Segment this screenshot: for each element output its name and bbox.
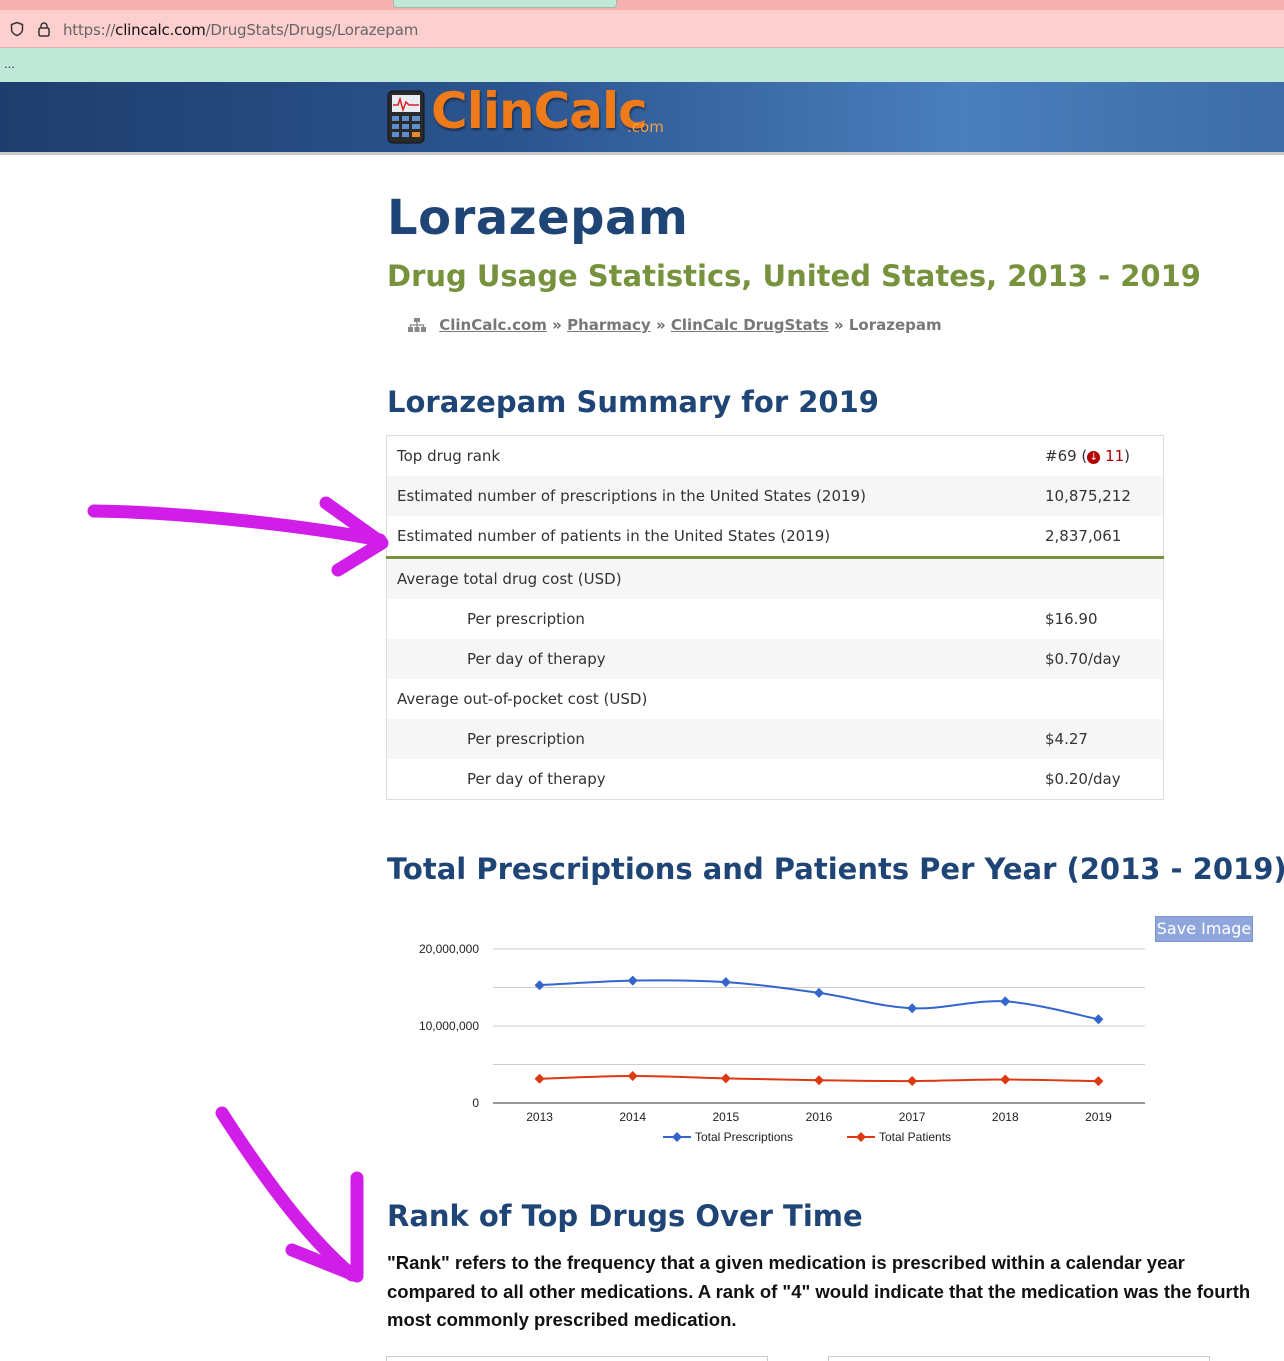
breadcrumb-link-drugstats[interactable]: ClinCalc DrugStats (670, 316, 829, 334)
data-point (627, 1071, 638, 1082)
rank-value: #69 (↓ 11) (1045, 447, 1131, 465)
bookmarks-bar: ... (0, 48, 1284, 82)
legend-label: Total Patients (879, 1130, 951, 1144)
row-label: Per prescription (467, 730, 585, 748)
x-tick-label: 2016 (806, 1110, 833, 1124)
url-text[interactable]: https://clincalc.com/DrugStats/Drugs/Lor… (63, 21, 419, 39)
summary-row-rank: Top drug rank #69 (↓ 11) (387, 436, 1164, 477)
rank-heading: Rank of Top Drugs Over Time (387, 1199, 863, 1233)
summary-row-oop-per-rx: Per prescription $4.27 (386, 719, 1164, 759)
row-label: Average out-of-pocket cost (USD) (397, 690, 648, 708)
x-tick-label: 2018 (992, 1110, 1019, 1124)
series-line (539, 979, 1099, 1021)
x-tick-label: 2013 (526, 1110, 553, 1124)
row-label: Estimated number of patients in the Unit… (386, 516, 1035, 559)
tab-strip (0, 0, 1284, 10)
logo-suffix: .com (627, 118, 664, 136)
legend-label: Total Prescriptions (695, 1130, 793, 1144)
breadcrumb-separator: » (552, 316, 562, 334)
breadcrumb-separator: » (833, 316, 844, 334)
arrow-right-head (319, 496, 389, 577)
rank-change: ↓ 11 (1087, 447, 1124, 465)
data-point (534, 1073, 545, 1084)
data-point (720, 1073, 731, 1084)
row-value: 10,875,212 (1045, 487, 1131, 505)
data-point (1093, 1014, 1104, 1025)
data-point (907, 1076, 918, 1087)
breadcrumb-separator: » (655, 316, 666, 334)
save-image-button[interactable]: Save Image (1155, 916, 1253, 942)
y-tick-label: 0 (472, 1096, 479, 1110)
lock-icon[interactable] (37, 21, 51, 37)
row-value: $0.70/day (1045, 650, 1121, 668)
shield-icon[interactable] (9, 21, 25, 37)
summary-table: Top drug rank #69 (↓ 11) Estimated numbe… (386, 435, 1164, 800)
data-point (720, 977, 731, 988)
breadcrumb: ClinCalc.com » Pharmacy » ClinCalc DrugS… (408, 316, 942, 334)
legend-marker (672, 1132, 682, 1142)
y-tick-label: 20,000,000 (419, 942, 479, 956)
summary-row-patients: Estimated number of patients in the Unit… (386, 516, 1164, 559)
data-point (814, 1075, 824, 1086)
trend-line-chart: 0 10,000,000 20,000,000 2013 2014 2015 2016 201… (419, 942, 1145, 1144)
sitemap-icon (408, 318, 426, 332)
data-point (1093, 1076, 1104, 1087)
arrow-down-shaft (215, 1106, 359, 1282)
row-label: Per day of therapy (467, 650, 606, 668)
row-value: $4.27 (1045, 730, 1088, 748)
row-value: $16.90 (1045, 610, 1098, 628)
active-tab[interactable] (393, 0, 617, 8)
row-label: Average total drug cost (USD) (397, 570, 622, 588)
summary-row-total-cost: Average total drug cost (USD) (386, 557, 1164, 600)
row-label: Per day of therapy (467, 770, 606, 788)
address-bar[interactable]: https://clincalc.com/DrugStats/Drugs/Lor… (0, 10, 1284, 48)
summary-heading: Lorazepam Summary for 2019 (387, 385, 879, 419)
legend-marker (856, 1132, 866, 1142)
summary-row-oop-cost: Average out-of-pocket cost (USD) (387, 679, 1164, 719)
down-arrow-circle-icon: ↓ (1087, 451, 1101, 464)
row-value (1035, 679, 1164, 719)
data-point (1000, 996, 1011, 1007)
arrow-down-head (285, 1171, 364, 1283)
row-value (1035, 558, 1164, 600)
site-header: ClinCalc .com (0, 82, 1284, 155)
rank-chart-box (386, 1356, 768, 1361)
calculator-phone-icon (387, 90, 425, 144)
bookmarks-overflow[interactable]: ... (4, 56, 15, 71)
data-point (907, 1003, 918, 1014)
row-label: Top drug rank (397, 447, 501, 465)
row-label: Per prescription (467, 610, 585, 628)
data-point (627, 975, 638, 986)
row-label: Estimated number of prescriptions in the… (397, 487, 866, 505)
summary-row-oop-per-day: Per day of therapy $0.20/day (387, 759, 1164, 800)
x-tick-label: 2015 (713, 1110, 740, 1124)
x-tick-label: 2017 (899, 1110, 926, 1124)
arrow-right-shaft (87, 504, 387, 547)
breadcrumb-current: Lorazepam (848, 316, 942, 334)
summary-row-total-per-rx: Per prescription $16.90 (387, 599, 1164, 639)
page-subtitle: Drug Usage Statistics, United States, 20… (387, 259, 1201, 293)
logo-wordmark: ClinCalc (431, 82, 648, 140)
summary-row-total-per-day: Per day of therapy $0.70/day (386, 639, 1164, 679)
breadcrumb-link-pharmacy[interactable]: Pharmacy (567, 316, 651, 334)
row-value: $0.20/day (1045, 770, 1121, 788)
rank-table-box (828, 1356, 1210, 1361)
data-point (1000, 1074, 1011, 1085)
row-value: 2,837,061 (1035, 516, 1164, 559)
data-point (814, 987, 824, 998)
trend-heading: Total Prescriptions and Patients Per Yea… (387, 852, 1284, 886)
x-tick-label: 2014 (619, 1110, 646, 1124)
page-title: Lorazepam (387, 190, 689, 246)
rank-description: "Rank" refers to the frequency that a gi… (387, 1252, 1251, 1330)
x-tick-label: 2019 (1085, 1110, 1112, 1124)
y-tick-label: 10,000,000 (419, 1019, 479, 1033)
data-point (534, 980, 545, 991)
summary-row-prescriptions: Estimated number of prescriptions in the… (386, 476, 1164, 516)
breadcrumb-link-clincalc[interactable]: ClinCalc.com (439, 316, 547, 334)
